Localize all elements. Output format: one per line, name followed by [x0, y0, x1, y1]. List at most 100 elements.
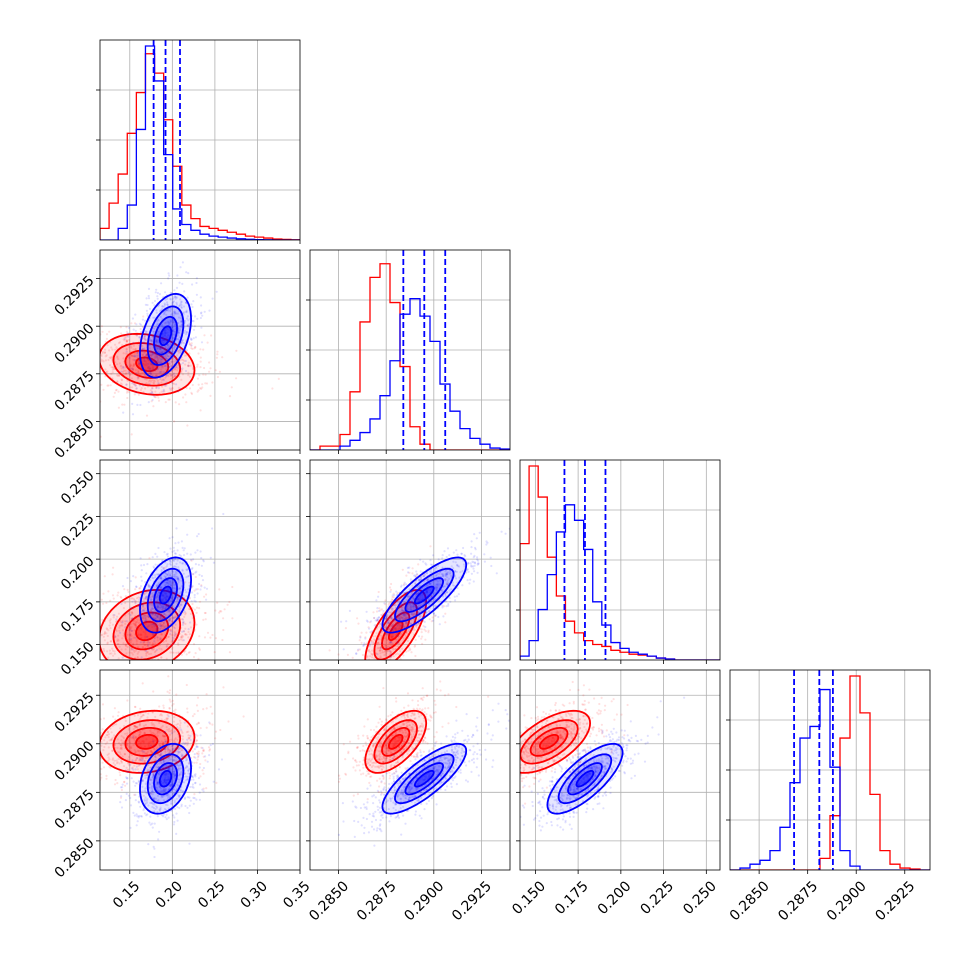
- sample-point: [160, 379, 164, 382]
- sample-point: [149, 353, 152, 356]
- sample-point: [143, 607, 146, 610]
- sample-point: [131, 368, 134, 371]
- sample-point: [182, 396, 185, 399]
- sample-point: [85, 628, 87, 630]
- sample-point: [165, 645, 168, 648]
- sample-point: [150, 363, 153, 366]
- sample-point: [130, 597, 133, 600]
- sample-point: [156, 555, 159, 558]
- sample-point: [122, 357, 125, 360]
- sample-point: [150, 598, 153, 601]
- sample-point: [180, 636, 183, 639]
- sample-point: [125, 364, 128, 367]
- sample-point: [140, 628, 143, 631]
- sample-point: [429, 563, 432, 566]
- sample-point: [384, 650, 387, 653]
- sample-point: [199, 762, 202, 766]
- sample-point: [178, 350, 181, 353]
- sample-point: [71, 370, 73, 372]
- sample-point: [196, 592, 199, 595]
- sample-point: [169, 573, 172, 577]
- sample-point: [201, 383, 204, 386]
- sample-point: [134, 329, 137, 332]
- sample-point: [178, 304, 181, 307]
- sample-point: [158, 591, 161, 594]
- sample-point: [96, 757, 98, 759]
- sample-point: [87, 725, 89, 727]
- sample-point: [130, 354, 133, 357]
- sample-point: [160, 625, 163, 628]
- sample-point: [172, 641, 175, 645]
- sample-point: [189, 684, 191, 686]
- sample-point: [135, 597, 139, 600]
- sample-point: [163, 596, 166, 599]
- sample-point: [377, 638, 380, 641]
- contour-line: [100, 332, 196, 396]
- sample-point: [163, 329, 167, 332]
- sample-point: [162, 640, 165, 643]
- sample-point: [399, 689, 401, 691]
- sample-point: [163, 575, 166, 578]
- sample-point: [189, 612, 192, 616]
- sample-point: [379, 647, 382, 650]
- sample-point: [401, 606, 404, 610]
- sample-point: [159, 636, 162, 639]
- panel-frame: [99, 459, 301, 661]
- sample-point: [169, 622, 172, 625]
- sample-point: [130, 354, 133, 357]
- sample-point: [367, 673, 369, 675]
- sample-point: [141, 318, 144, 321]
- sample-point: [152, 379, 155, 382]
- sample-point: [195, 606, 199, 609]
- sample-point: [131, 617, 134, 620]
- sample-point: [162, 371, 165, 374]
- sample-point: [186, 711, 189, 714]
- sample-point: [165, 309, 169, 312]
- sample-point: [200, 584, 203, 587]
- sample-point: [150, 647, 153, 650]
- sample-point: [105, 681, 107, 683]
- sample-point: [159, 606, 162, 609]
- sample-point: [152, 333, 155, 336]
- sample-point: [179, 351, 182, 354]
- sample-point: [136, 352, 139, 355]
- sample-point: [383, 675, 385, 677]
- sample-point: [371, 668, 373, 670]
- sample-point: [115, 629, 118, 633]
- sample-point: [181, 618, 184, 621]
- sample-point: [94, 633, 96, 635]
- sample-point: [166, 335, 169, 338]
- sample-point: [118, 626, 121, 629]
- sample-point: [178, 586, 181, 590]
- sample-point: [133, 667, 135, 669]
- sample-point: [127, 612, 130, 615]
- sample-point: [151, 366, 154, 369]
- sample-point: [180, 320, 183, 323]
- sample-point: [185, 683, 188, 687]
- sample-point: [149, 339, 152, 342]
- sample-point: [136, 652, 139, 655]
- sample-point: [171, 569, 174, 573]
- sample-point: [135, 585, 138, 588]
- sample-point: [176, 675, 178, 677]
- sample-point: [132, 382, 135, 385]
- sample-point: [136, 656, 139, 659]
- sample-point: [160, 598, 163, 601]
- sample-point: [150, 354, 153, 357]
- sample-point: [122, 352, 125, 355]
- sample-point: [169, 562, 172, 565]
- sample-point: [107, 358, 110, 362]
- sample-point: [152, 331, 155, 334]
- sample-point: [166, 355, 169, 358]
- sample-point: [169, 581, 172, 585]
- sample-point: [137, 596, 140, 599]
- sample-point: [143, 360, 146, 363]
- sample-point: [141, 347, 144, 350]
- sample-point: [106, 370, 109, 373]
- sample-point: [173, 311, 176, 314]
- sample-point: [160, 633, 163, 636]
- sample-point: [170, 381, 173, 384]
- sample-point: [472, 567, 475, 570]
- sample-point: [117, 711, 120, 714]
- panel-2-2: [516, 459, 721, 664]
